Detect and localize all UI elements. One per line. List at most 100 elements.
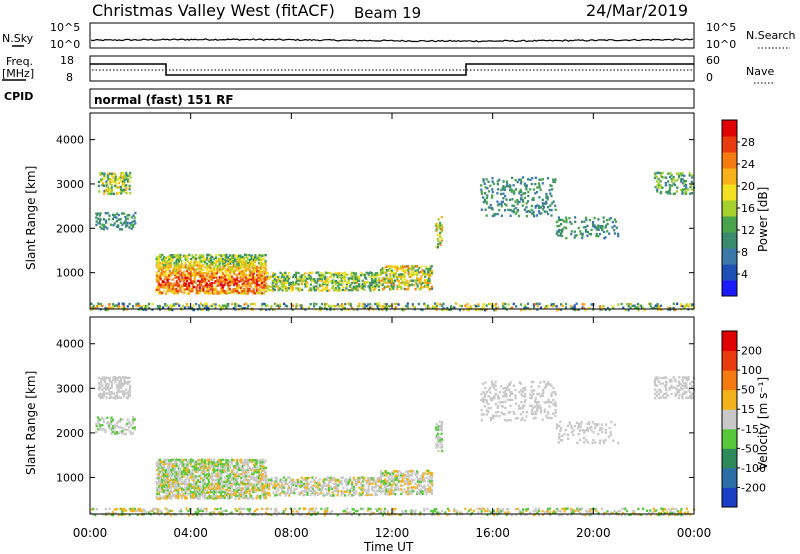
heatmap-cell: [550, 394, 553, 398]
heatmap-cell: [159, 271, 162, 275]
heatmap-cell: [241, 266, 244, 269]
heatmap-cell: [112, 176, 115, 179]
heatmap-cell: [656, 303, 659, 306]
heatmap-cell: [401, 307, 404, 310]
heatmap-cell: [361, 284, 364, 288]
heatmap-cell: [370, 493, 373, 496]
heatmap-cell: [261, 279, 264, 283]
heatmap-cell: [215, 475, 218, 478]
heatmap-cell: [601, 226, 604, 230]
heatmap-cell: [553, 180, 557, 184]
heatmap-cell: [262, 477, 265, 480]
heatmap-cell: [532, 406, 535, 409]
heatmap-cell: [234, 269, 237, 273]
heatmap-cell: [507, 303, 510, 306]
heatmap-cell: [96, 306, 99, 310]
heatmap-cell: [277, 288, 280, 292]
heatmap-cell: [438, 440, 441, 444]
heatmap-cell: [90, 302, 93, 305]
heatmap-cell: [435, 436, 438, 439]
heatmap-cell: [563, 433, 566, 436]
heatmap-cell: [324, 305, 327, 308]
heatmap-cell: [261, 473, 264, 476]
heatmap-cell: [227, 283, 230, 287]
heatmap-cell: [177, 481, 180, 484]
heatmap-cell: [363, 484, 366, 487]
heatmap-cell: [516, 200, 519, 203]
heatmap-cell: [252, 280, 255, 283]
heatmap-cell: [606, 218, 609, 222]
heatmap-cell: [182, 464, 185, 467]
heatmap-cell: [161, 262, 164, 266]
heatmap-cell: [246, 277, 249, 281]
heatmap-cell: [514, 417, 517, 420]
heatmap-cell: [177, 254, 180, 257]
heatmap-cell: [187, 483, 191, 486]
heatmap-cell: [637, 309, 640, 312]
heatmap-cell: [243, 478, 246, 482]
heatmap-cell: [225, 260, 228, 263]
heatmap-cell: [383, 279, 387, 282]
heatmap-cell: [416, 283, 419, 286]
heatmap-cell: [166, 466, 169, 470]
heatmap-cell: [226, 468, 229, 472]
heatmap-cell: [116, 390, 119, 393]
heatmap-cell: [207, 478, 210, 482]
heatmap-cell: [162, 280, 165, 283]
heatmap-cell: [191, 459, 194, 462]
heatmap-cell: [228, 278, 232, 281]
heatmap-cell: [219, 480, 223, 483]
heatmap-cell: [496, 404, 500, 407]
heatmap-cell: [595, 424, 598, 427]
heatmap-cell: [177, 464, 180, 468]
heatmap-cell: [99, 386, 102, 389]
heatmap-cell: [317, 271, 320, 274]
heatmap-cell: [561, 439, 564, 442]
heatmap-cell: [208, 260, 211, 263]
heatmap-cell: [247, 268, 250, 271]
heatmap-cell: [200, 463, 203, 466]
heatmap-cell: [177, 474, 180, 477]
heatmap-cell: [613, 423, 616, 426]
heatmap-cell: [184, 278, 187, 281]
heatmap-cell: [174, 473, 177, 476]
heatmap-cell: [252, 270, 255, 273]
heatmap-cell: [158, 306, 161, 310]
heatmap-cell: [241, 487, 244, 490]
heatmap-cell: [369, 306, 372, 309]
heatmap-cell: [178, 264, 182, 267]
heatmap-cell: [166, 274, 169, 277]
heatmap-cell: [674, 192, 677, 195]
heatmap-cell: [291, 308, 294, 311]
heatmap-cell: [200, 513, 203, 517]
heatmap-cell: [159, 254, 162, 257]
heatmap-cell: [202, 468, 205, 472]
heatmap-cell: [243, 495, 246, 498]
heatmap-cell: [241, 475, 245, 478]
heatmap-cell: [643, 308, 646, 312]
heatmap-cell: [304, 493, 307, 496]
heatmap-cell: [104, 508, 107, 511]
heatmap-cell: [374, 287, 377, 290]
heatmap-cell: [283, 491, 286, 495]
heatmap-cell: [494, 380, 497, 384]
heatmap-cell: [654, 174, 657, 177]
heatmap-cell: [159, 264, 162, 267]
heatmap-cell: [232, 264, 235, 267]
heatmap-cell: [505, 386, 509, 390]
heatmap-cell: [439, 442, 442, 445]
heatmap-cell: [306, 476, 309, 480]
heatmap-cell: [598, 232, 602, 236]
heatmap-cell: [259, 267, 262, 271]
heatmap-cell: [423, 479, 426, 483]
heatmap-cell: [255, 283, 259, 287]
heatmap-cell: [410, 275, 414, 278]
heatmap-cell: [200, 282, 203, 285]
heatmap-cell: [678, 376, 681, 379]
heatmap-cell: [685, 384, 688, 387]
heatmap-cell: [215, 469, 218, 472]
heatmap-cell: [99, 302, 102, 306]
heatmap-cell: [297, 492, 300, 495]
heatmap-cell: [103, 176, 106, 179]
heatmap-cell: [257, 479, 260, 482]
